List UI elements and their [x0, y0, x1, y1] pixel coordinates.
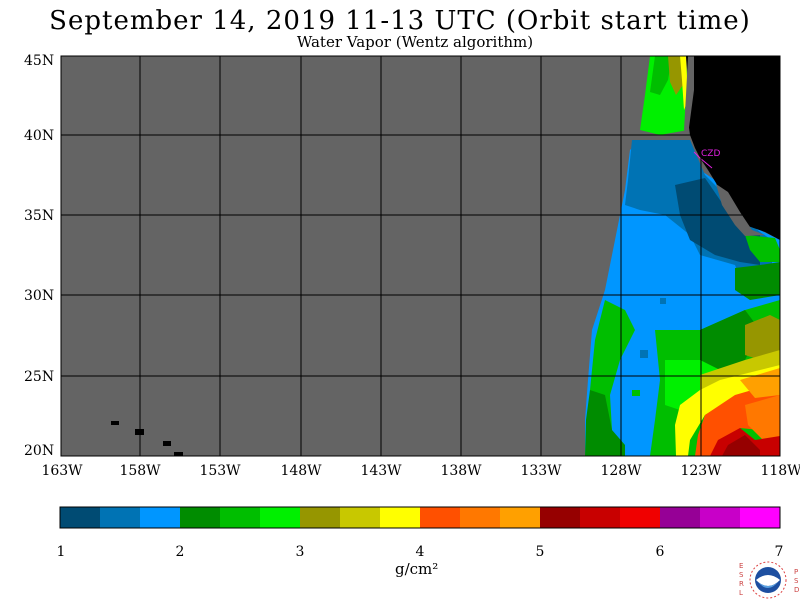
colorbar-tick-label: 1 [57, 544, 66, 560]
colorbar-ticks: 1 2 3 4 5 6 7 [57, 544, 784, 560]
colorbar-swatch [700, 507, 741, 528]
colorbar-swatch [500, 507, 541, 528]
colorbar-swatch [100, 507, 141, 528]
colorbar-swatch [220, 507, 261, 528]
colorbar-tick-label: 6 [656, 544, 665, 560]
lon-label: 118W [760, 463, 800, 479]
psd-letters: P S D [794, 568, 800, 594]
colorbar-tick-label: 4 [416, 544, 425, 560]
lon-label: 158W [119, 463, 161, 479]
colorbar-tick-label: 2 [176, 544, 185, 560]
colorbar-swatch [340, 507, 381, 528]
czd-station-marker: CZD [693, 149, 720, 169]
lon-label: 148W [280, 463, 322, 479]
colorbar-swatch [460, 507, 501, 528]
colorbar-units: g/cm² [395, 560, 439, 578]
colorbar-swatch [620, 507, 661, 528]
map-title: September 14, 2019 11-13 UTC (Orbit star… [49, 6, 751, 36]
lat-labels: 45N 40N 35N 30N 25N 20N [24, 53, 54, 459]
lon-label: 123W [680, 463, 722, 479]
lon-label: 128W [600, 463, 642, 479]
map-frame [60, 55, 781, 457]
lon-label: 138W [440, 463, 482, 479]
noaa-emblem-icon [749, 561, 787, 599]
colorbar-swatch [60, 507, 101, 528]
colorbar-swatch [740, 507, 781, 528]
colorbar-swatch [420, 507, 461, 528]
colorbar-tick-label: 3 [296, 544, 305, 560]
colorbar-swatch [660, 507, 701, 528]
lat-label: 25N [24, 369, 54, 385]
colorbar-tick-label: 7 [775, 544, 784, 560]
noaa-logo: E S R L P S D [736, 556, 800, 600]
colorbar-swatch [300, 507, 341, 528]
lon-label: 153W [199, 463, 241, 479]
colorbar-frame [59, 506, 781, 529]
colorbar-swatch [580, 507, 621, 528]
colorbar-swatch [260, 507, 301, 528]
lat-label: 35N [24, 208, 54, 224]
map-subtitle: Water Vapor (Wentz algorithm) [296, 33, 534, 51]
land-north-america [686, 56, 780, 240]
colorbar-tick-label: 5 [536, 544, 545, 560]
colorbar-swatch [380, 507, 421, 528]
colorbar [60, 507, 781, 528]
lat-label: 20N [24, 443, 54, 459]
lon-label: 163W [41, 463, 83, 479]
lon-label: 133W [520, 463, 562, 479]
map-grid [61, 56, 780, 456]
lon-label: 143W [360, 463, 402, 479]
lon-labels: 163W 158W 153W 148W 143W 138W 133W 128W … [41, 463, 800, 479]
colorbar-swatch [180, 507, 221, 528]
colorbar-swatch [140, 507, 181, 528]
station-label: CZD [701, 149, 720, 159]
lat-label: 40N [24, 128, 54, 144]
colorbar-swatch [540, 507, 581, 528]
lat-label: 45N [24, 53, 54, 69]
lat-label: 30N [24, 288, 54, 304]
esrl-letters: E S R L [739, 562, 744, 597]
